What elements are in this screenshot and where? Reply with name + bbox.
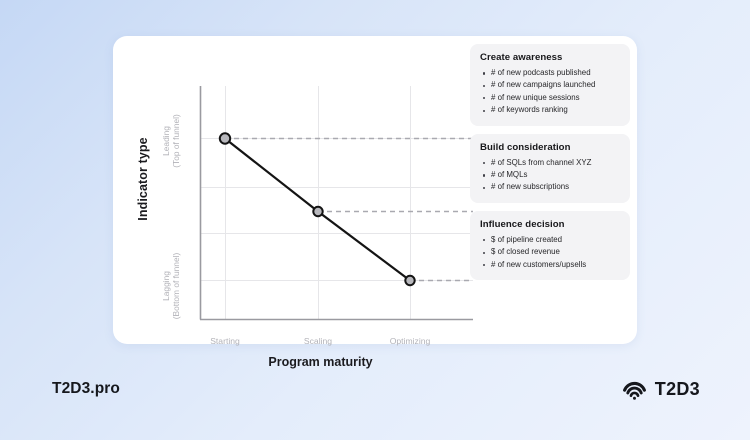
list-item: # of new podcasts published — [480, 67, 620, 79]
data-point-optimizing — [404, 274, 416, 287]
callout-title: Create awareness — [480, 52, 563, 63]
x-axis-title: Program maturity — [268, 355, 373, 369]
data-point-starting — [218, 132, 232, 145]
callout-influence-decision: Influence decision $ of pipeline created… — [470, 210, 630, 281]
y-tick-lagging-line1: Lagging — [161, 271, 171, 301]
list-item: # of new customers/upsells — [480, 259, 620, 271]
y-axis-title: Indicator type — [136, 137, 150, 221]
y-tick-leading-line2: (Top of funnel) — [171, 114, 181, 168]
line-chart-svg — [199, 86, 473, 321]
list-item: $ of closed revenue — [480, 246, 620, 258]
callout-metrics: $ of pipeline created $ of closed revenu… — [480, 234, 620, 271]
callout-list: Create awareness # of new podcasts publi… — [470, 44, 630, 288]
footer-brand-text: T2D3.pro — [52, 380, 120, 397]
callout-metrics: # of SQLs from channel XYZ # of MQLs # o… — [480, 157, 620, 194]
plot-area: Indicator type Leading (Top of funnel) L… — [113, 36, 473, 369]
footer-logo-wordmark: T2D3 — [654, 379, 700, 399]
leader-lines — [225, 137, 473, 282]
x-tick-label-scaling: Scaling — [303, 336, 333, 346]
radar-waves-icon — [622, 377, 647, 402]
y-tick-label-leading: Leading (Top of funnel) — [161, 81, 181, 201]
data-point-scaling — [312, 205, 324, 218]
list-item: # of keywords ranking — [480, 104, 620, 116]
callout-title: Build consideration — [480, 141, 571, 153]
callout-create-awareness: Create awareness # of new podcasts publi… — [470, 44, 630, 126]
data-markers — [218, 132, 416, 287]
gridlines-horizontal — [200, 138, 473, 281]
list-item: # of new subscriptions — [480, 181, 620, 193]
footer-logo: T2D3 — [622, 377, 700, 402]
list-item: # of MQLs — [480, 169, 620, 181]
callout-build-consideration: Build consideration # of SQLs from chann… — [470, 133, 630, 203]
list-item: # of SQLs from channel XYZ — [480, 157, 620, 169]
list-item: $ of pipeline created — [480, 234, 620, 246]
x-tick-label-starting: Starting — [210, 336, 240, 346]
callout-title: Influence decision — [480, 218, 565, 230]
chart-card: Indicator type Leading (Top of funnel) L… — [113, 36, 637, 369]
gridlines-vertical — [225, 86, 411, 319]
y-tick-lagging-line2: (Bottom of funnel) — [171, 252, 181, 320]
x-tick-label-optimizing: Optimizing — [389, 336, 431, 346]
y-tick-label-lagging: Lagging (Bottom of funnel) — [161, 226, 181, 346]
y-tick-leading-line1: Leading — [161, 126, 171, 156]
list-item: # of new unique sessions — [480, 92, 620, 104]
callout-metrics: # of new podcasts published # of new cam… — [480, 67, 620, 117]
list-item: # of new campaigns launched — [480, 79, 620, 91]
